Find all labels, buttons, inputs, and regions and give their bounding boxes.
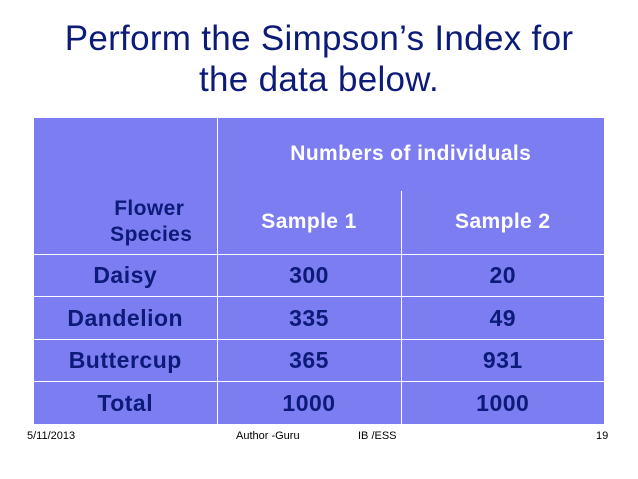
group-header-cell: Numbers of individuals (290, 142, 532, 166)
sample-1-value-cell: 365 (217, 339, 402, 383)
sample-1-value-cell: 300 (217, 254, 402, 298)
species-header-cell: Flower Species (34, 190, 218, 255)
footer-page-number: 19 (596, 430, 609, 442)
species-name-cell: Buttercup (34, 339, 218, 383)
species-header-line-1: Flower (114, 197, 185, 221)
table-subheader-row: Flower Species Sample 1 Sample 2 (34, 190, 604, 255)
species-name-cell: Dandelion (34, 296, 218, 340)
species-header-line-2: Species (110, 223, 193, 247)
table-row: Buttercup 365 931 (34, 339, 604, 383)
slide-title: Perform the Simpson’s Index for the data… (0, 18, 638, 100)
sample-2-value-cell: 931 (401, 339, 604, 383)
sample-2-value-cell: 20 (401, 254, 604, 298)
table-row: Daisy 300 20 (34, 254, 604, 298)
footer-author: Author -Guru (236, 430, 300, 442)
table-row: Dandelion 335 49 (34, 296, 604, 340)
slide-title-line-1: Perform the Simpson’s Index for (64, 19, 574, 58)
empty-header-cell (34, 118, 218, 191)
sample-2-value-cell: 49 (401, 296, 604, 340)
sample-1-total-cell: 1000 (217, 381, 402, 424)
sample-2-header-cell: Sample 2 (401, 190, 604, 255)
species-data-table: Numbers of individuals Flower Species Sa… (34, 118, 604, 424)
footer-date: 5/11/2013 (27, 430, 76, 442)
total-label-cell: Total (34, 381, 218, 424)
slide-title-line-2: the data below. (199, 60, 439, 99)
sample-1-header-cell: Sample 1 (217, 190, 402, 255)
species-name-cell: Daisy (34, 254, 218, 298)
table-header-row: Numbers of individuals (34, 118, 604, 191)
sample-2-total-cell: 1000 (476, 389, 530, 416)
sample-1-value-cell: 335 (217, 296, 402, 340)
footer-course: IB /ESS (358, 430, 397, 442)
table-total-row: Total 1000 1000 (34, 381, 604, 424)
